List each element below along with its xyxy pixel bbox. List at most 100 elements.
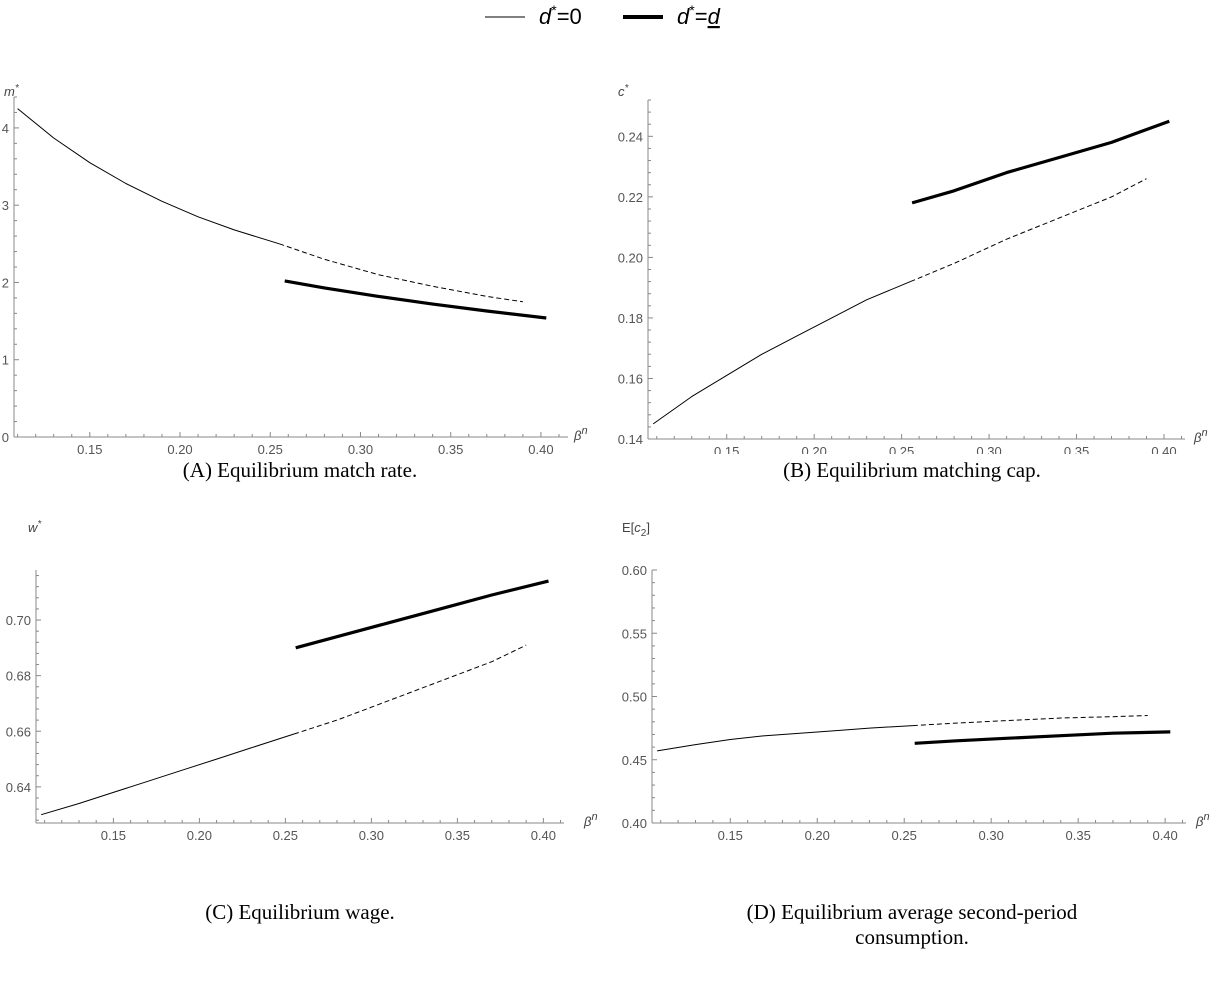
caption-a-text: (A) Equilibrium match rate. xyxy=(182,458,418,482)
x-tick-label-d: 0.40 xyxy=(1152,828,1177,843)
x-tick-label-b: 0.20 xyxy=(802,444,827,454)
legend-label-thin: d*=0 xyxy=(539,2,582,29)
x-axis-label-var-c: β xyxy=(583,814,592,829)
series-thin-d xyxy=(657,725,913,752)
x-axis-label-a: βn xyxy=(573,425,588,443)
x-axis-label-var-d: β xyxy=(1195,814,1204,829)
x-tick-label-d: 0.20 xyxy=(805,828,830,843)
caption-b-text: (B) Equilibrium matching cap. xyxy=(783,458,1041,482)
y-tick-label-a: 0 xyxy=(2,430,9,445)
x-tick-label-b: 0.15 xyxy=(714,444,739,454)
chart-panel-a: 0.15 0.20 0.25 0.30 0.35 0.40 0 1 2 3 4 βn m* xyxy=(2,84,588,454)
series-dashed-a xyxy=(279,243,523,303)
x-tick-label-d: 0.30 xyxy=(979,828,1004,843)
x-tick-label-c: 0.20 xyxy=(187,828,212,843)
y-tick-label-d: 0.40 xyxy=(622,816,647,831)
x-axis-label-b: βn xyxy=(1193,427,1208,445)
legend-label-thick-var: d xyxy=(677,4,690,29)
series-thick-b xyxy=(911,119,1170,205)
legend: d*=0 d*=d xyxy=(485,2,721,29)
caption-panel-c: (C) Equilibrium wage. xyxy=(0,900,600,925)
caption-panel-d: (D) Equilibrium average second-period co… xyxy=(612,900,1212,950)
legend-label-thick-sup: * xyxy=(689,2,695,18)
x-tick-label-a: 0.25 xyxy=(258,442,283,454)
x-tick-label-b: 0.25 xyxy=(889,444,914,454)
x-tick-label-d: 0.15 xyxy=(718,828,743,843)
x-tick-label-c: 0.15 xyxy=(101,828,126,843)
y-axis-label-c: w* xyxy=(28,519,42,535)
legend-label-thick-tail: = xyxy=(695,4,708,29)
chart-panel-b: 0.15 0.20 0.25 0.30 0.35 0.40 0.14 0.16 0.18 0.20… xyxy=(618,84,1208,454)
y-tick-label-c: 0.66 xyxy=(6,724,31,739)
y-axis-label-var-a: m xyxy=(4,84,15,99)
x-tick-label-b: 0.30 xyxy=(976,444,1001,454)
y-tick-label-b: 0.14 xyxy=(618,432,643,447)
x-tick-label-c: 0.35 xyxy=(445,828,470,843)
chart-panel-c: 0.15 0.20 0.25 0.30 0.35 0.40 0.64 0.66 0.68 0.70… xyxy=(6,519,598,843)
series-thick-d xyxy=(914,730,1171,745)
x-tick-label-c: 0.30 xyxy=(359,828,384,843)
y-tick-label-c: 0.68 xyxy=(6,669,31,684)
y-tick-label-b: 0.22 xyxy=(618,190,643,205)
chart-panel-d: 0.15 0.20 0.25 0.30 0.35 0.40 0.40 0.45 0.50 0.55… xyxy=(622,520,1210,843)
x-axis-label-d: βn xyxy=(1195,811,1210,829)
x-tick-label-c: 0.40 xyxy=(531,828,556,843)
x-axis-label-sup-b: n xyxy=(1201,427,1207,439)
series-dashed-b xyxy=(910,178,1147,283)
y-axis-label-suffix-d: ] xyxy=(646,520,650,535)
y-tick-label-b: 0.24 xyxy=(618,129,643,144)
y-tick-label-a: 1 xyxy=(2,353,9,368)
y-tick-label-d: 0.50 xyxy=(622,690,647,705)
x-tick-label-c: 0.25 xyxy=(273,828,298,843)
x-tick-label-a: 0.30 xyxy=(348,442,373,454)
caption-c-text: (C) Equilibrium wage. xyxy=(205,900,395,924)
legend-label-thick-under: d xyxy=(708,4,721,29)
x-axis-label-sup-d: n xyxy=(1203,811,1209,823)
x-tick-label-a: 0.15 xyxy=(77,442,102,454)
y-axis-label-prefix-d: E[ xyxy=(622,520,635,535)
y-axis-label-d: E[c2] xyxy=(622,520,650,539)
y-tick-label-c: 0.64 xyxy=(6,780,31,795)
series-dashed-c xyxy=(293,644,527,735)
series-thin-b xyxy=(652,281,911,425)
y-axis-label-var-c: w xyxy=(28,520,39,535)
series-dashed-d xyxy=(912,715,1148,727)
y-axis-label-b: c* xyxy=(618,84,630,99)
y-axis-label-sup-a: * xyxy=(15,84,20,94)
y-tick-label-c: 0.70 xyxy=(6,613,31,628)
y-axis-label-sub-d: 2 xyxy=(641,528,647,539)
series-thin-a xyxy=(17,108,280,245)
y-axis-label-sup-b: * xyxy=(625,84,630,94)
y-tick-label-b: 0.16 xyxy=(618,371,643,386)
x-axis-label-c: βn xyxy=(583,811,598,829)
y-tick-label-a: 3 xyxy=(2,198,9,213)
x-axis-label-sup-a: n xyxy=(581,425,587,437)
caption-d-line1: (D) Equilibrium average second-period xyxy=(746,900,1078,924)
x-axis-label-var-b: β xyxy=(1193,430,1202,445)
y-tick-label-d: 0.55 xyxy=(622,626,647,641)
y-tick-label-d: 0.60 xyxy=(622,563,647,578)
y-tick-label-b: 0.18 xyxy=(618,311,643,326)
y-tick-label-b: 0.20 xyxy=(618,250,643,265)
x-axis-label-var-a: β xyxy=(573,428,582,443)
x-tick-label-a: 0.40 xyxy=(528,442,553,454)
x-tick-label-d: 0.35 xyxy=(1066,828,1091,843)
y-axis-label-var-d: c xyxy=(634,520,641,535)
y-axis-label-sup-c: * xyxy=(37,519,42,530)
series-thin-c xyxy=(41,733,295,816)
y-axis-label-a: m* xyxy=(4,84,20,99)
legend-label-thick: d*=d xyxy=(677,2,721,29)
y-axis-label-var-b: c xyxy=(618,84,625,99)
y-tick-label-d: 0.45 xyxy=(622,753,647,768)
series-thick-c xyxy=(295,579,549,650)
x-tick-label-b: 0.35 xyxy=(1064,444,1089,454)
x-tick-label-a: 0.35 xyxy=(438,442,463,454)
x-tick-label-b: 0.40 xyxy=(1151,444,1176,454)
y-tick-label-a: 4 xyxy=(2,121,9,136)
legend-label-thin-sup: * xyxy=(551,2,557,18)
y-tick-label-a: 2 xyxy=(2,275,9,290)
x-tick-label-d: 0.25 xyxy=(892,828,917,843)
x-axis-label-sup-c: n xyxy=(591,811,597,823)
series-thick-a xyxy=(284,279,547,320)
x-tick-label-a: 0.20 xyxy=(167,442,192,454)
